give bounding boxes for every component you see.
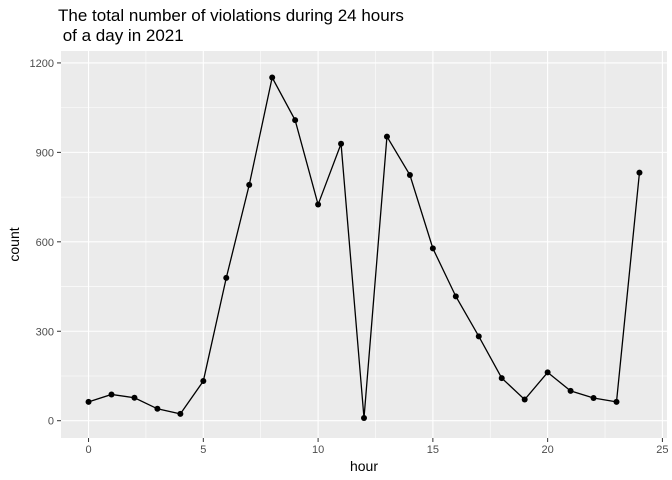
grid-minor <box>61 51 667 438</box>
chart-title: The total number of violations during 24… <box>58 6 404 46</box>
data-point <box>613 398 620 405</box>
grid-major <box>61 51 667 438</box>
y-tick-label: 900 <box>36 147 54 159</box>
data-point <box>85 398 92 405</box>
x-tick-label: 5 <box>200 444 206 456</box>
tick-labels: 0 5 10 15 20 25 0 300 600 900 1200 <box>30 58 669 456</box>
data-point <box>429 245 436 252</box>
data-point <box>406 172 413 179</box>
y-tick-label: 600 <box>36 237 54 249</box>
y-tick-label: 1200 <box>30 58 54 70</box>
data-point <box>361 415 367 422</box>
data-point <box>246 181 253 188</box>
data-point <box>383 133 390 140</box>
data-point <box>154 405 161 412</box>
data-point <box>475 333 482 340</box>
x-tick-label: 25 <box>656 444 668 456</box>
chart-title-line-1: The total number of violations during 24… <box>58 6 404 25</box>
data-point <box>131 394 138 401</box>
data-point <box>223 274 230 281</box>
data-point <box>108 391 115 398</box>
x-tick-label: 10 <box>312 444 324 456</box>
data-point <box>292 117 299 124</box>
data-point <box>177 410 184 417</box>
axis-ticks <box>57 62 663 442</box>
data-point <box>636 169 643 176</box>
data-point <box>498 375 505 382</box>
x-tick-label: 15 <box>427 444 439 456</box>
data-point <box>315 201 322 208</box>
x-tick-label: 20 <box>542 444 554 456</box>
y-tick-label: 0 <box>48 416 54 428</box>
x-tick-label: 0 <box>85 444 91 456</box>
data-point <box>567 387 574 394</box>
data-point <box>452 293 459 300</box>
chart-title-line-2: of a day in 2021 <box>58 26 184 45</box>
y-axis-title: count <box>6 227 22 261</box>
series-layer <box>85 74 643 422</box>
data-point <box>544 369 551 376</box>
data-point <box>338 140 345 147</box>
data-point <box>590 395 597 402</box>
data-point <box>269 74 276 81</box>
data-point <box>200 378 207 385</box>
x-axis-title: hour <box>350 458 378 474</box>
plot-panel <box>61 51 667 438</box>
y-tick-label: 300 <box>36 326 54 338</box>
data-point <box>521 396 528 403</box>
